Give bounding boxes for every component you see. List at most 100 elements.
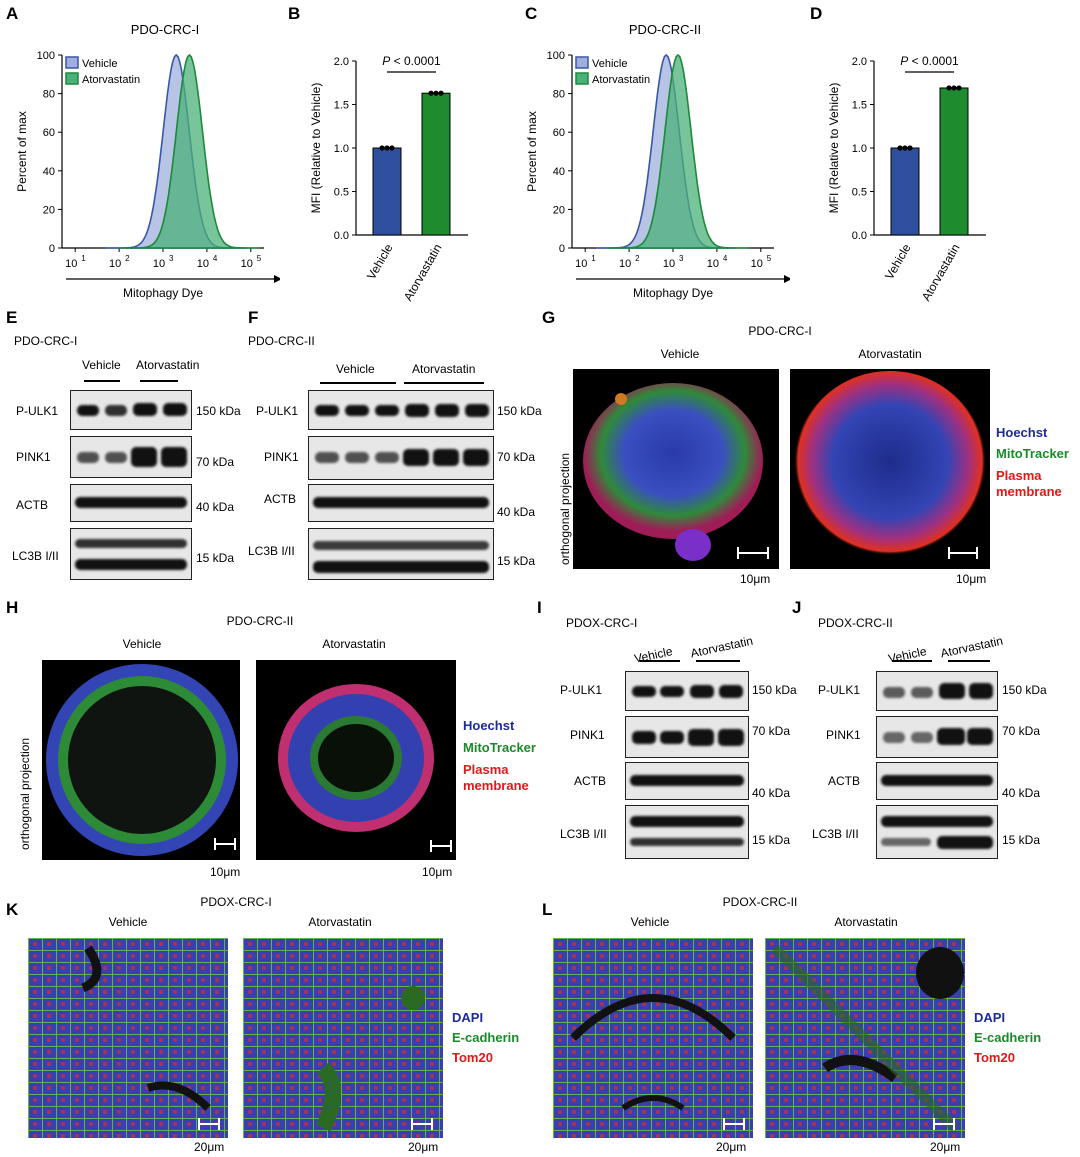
data-point — [379, 145, 385, 151]
legend-hoechst-h: Hoechst — [463, 718, 515, 733]
x-tick-exponent: 1 — [591, 254, 596, 263]
y-tick-label: 100 — [547, 50, 565, 62]
blot-j-actb — [876, 762, 998, 800]
panel-label-g: G — [542, 308, 556, 327]
blot-j-pink1 — [876, 716, 998, 758]
blot-e-actb — [70, 484, 192, 522]
img-k-vehicle-micrograph — [28, 938, 228, 1138]
blot-f-kda-70: 70 kDa — [497, 450, 536, 464]
data-point — [951, 85, 957, 91]
legend-swatch-atorvastatin — [575, 72, 589, 85]
blot-j-row-pulk1: P-ULK1 — [818, 683, 861, 697]
img-l-atorva: Atorvastatin — [834, 915, 898, 929]
blot-e-row-actb: ACTB — [16, 498, 49, 512]
y-tick-label: 2.0 — [852, 56, 867, 68]
flow-histogram-c: 0 20 40 60 80 100 10 1 10 2 10 3 10 4 10 5 Mitophagy Dye… — [525, 50, 790, 300]
blot-j-title: PDOX-CRC-II — [818, 616, 893, 630]
legend-mitotracker-h: MitoTracker — [463, 740, 536, 755]
y-tick-label: 80 — [43, 89, 55, 101]
data-point — [946, 85, 952, 91]
x-axis-label: Mitophagy Dye — [123, 286, 203, 300]
blot-f-vehicle-line — [320, 382, 396, 384]
blot-j-pulk1 — [876, 671, 998, 711]
panel-label-k: K — [6, 900, 19, 919]
blot-e-atorva-line — [140, 380, 178, 382]
legend-plasma-g: Plasma — [996, 468, 1042, 483]
blot-e-row-pulk1: P-ULK1 — [16, 404, 59, 418]
blot-e-vehicle-line — [84, 380, 120, 382]
x-tick-label: 10 — [197, 258, 209, 270]
x-tick-exponent: 3 — [679, 254, 684, 263]
bar-chart-b: 0.0 0.5 1.0 1.5 2.0 MFI (Relative to Vehicle)… — [309, 54, 468, 303]
blot-j-kda-150: 150 kDa — [1002, 683, 1047, 697]
img-h-vehicle-micrograph — [42, 660, 240, 860]
y-tick-label: 0.5 — [334, 187, 349, 199]
data-point — [433, 90, 439, 96]
bar-atorvastatin — [939, 87, 969, 236]
img-g-vehicle: Vehicle — [660, 347, 700, 361]
panel-label-h: H — [6, 598, 19, 617]
legend-tom20-l: Tom20 — [974, 1050, 1015, 1065]
x-tick-label: 10 — [153, 258, 165, 270]
y-tick-label: 1.0 — [334, 143, 349, 155]
img-l-title: PDOX-CRC-II — [722, 895, 798, 909]
img-g-scale-atorva: 10μm — [956, 572, 987, 586]
legend-plasma-h: Plasma — [463, 762, 509, 777]
legend-label-vehicle: Vehicle — [592, 58, 627, 70]
y-tick-label: 20 — [553, 204, 565, 216]
blot-i-actb — [625, 762, 749, 800]
y-tick-label: 20 — [43, 204, 55, 216]
y-tick-label: 1.0 — [852, 143, 867, 155]
y-axis-label: MFI (Relative to Vehicle) — [309, 83, 323, 214]
blot-i-row-lc3b: LC3B I/II — [560, 827, 607, 841]
blot-e-kda-40: 40 kDa — [196, 500, 235, 514]
img-k-scale-atorva: 20μm — [408, 1140, 439, 1154]
blot-j-atorva-line — [948, 660, 990, 662]
y-tick-label: 0 — [559, 243, 565, 255]
data-point — [897, 145, 903, 151]
blot-f-lc3b — [308, 528, 494, 580]
y-tick-label: 0.0 — [334, 230, 349, 242]
img-k-atorva: Atorvastatin — [308, 915, 372, 929]
bar-vehicle — [890, 147, 920, 236]
blot-f-row-lc3b: LC3B I/II — [248, 544, 295, 558]
x-tick-label: 10 — [65, 258, 77, 270]
x-tick-exponent: 3 — [169, 254, 174, 263]
blot-f-atorva-label: Atorvastatin — [412, 362, 476, 376]
blot-e-title: PDO-CRC-I — [14, 334, 78, 348]
legend-swatch-atorvastatin — [65, 72, 79, 85]
x-tick-exponent: 2 — [635, 254, 640, 263]
blot-j-vehicle-label: Vehicle — [886, 644, 928, 666]
img-k-atorva-micrograph — [243, 938, 443, 1138]
blot-i-pulk1 — [625, 671, 749, 711]
blot-i-kda-150: 150 kDa — [752, 683, 797, 697]
bar-vehicle — [372, 147, 402, 236]
blot-f-pulk1 — [308, 390, 494, 430]
x-tick-label: 10 — [663, 258, 675, 270]
x-axis-label: Mitophagy Dye — [633, 286, 713, 300]
legend-label-vehicle: Vehicle — [82, 58, 117, 70]
blot-i-title: PDOX-CRC-I — [566, 616, 638, 630]
blot-e-pink1 — [70, 436, 192, 478]
p-value-annotation: P < 0.0001 — [900, 54, 959, 68]
data-point — [438, 90, 444, 96]
panel-label-j: J — [792, 598, 802, 617]
legend-swatch-vehicle — [65, 56, 79, 69]
panel-label-c: C — [525, 4, 538, 23]
img-g-scale-vehicle: 10μm — [740, 572, 771, 586]
img-l-scale-atorva: 20μm — [930, 1140, 961, 1154]
flow-a-title: PDO-CRC-I — [130, 22, 200, 37]
x-tick-exponent: 4 — [213, 254, 218, 263]
x-tick-exponent: 5 — [257, 254, 262, 263]
blot-e-vehicle-label: Vehicle — [82, 358, 121, 372]
img-h-ortho-label: orthogonal projection — [18, 737, 32, 850]
blot-j-row-actb: ACTB — [828, 774, 861, 788]
y-tick-label: 2.0 — [334, 56, 349, 68]
flow-histogram-a: 0 20 40 60 80 100 10 1 10 2 10 3 10 4 10 5 Mitophagy Dye… — [15, 50, 280, 300]
x-tick-exponent: 5 — [767, 254, 772, 263]
y-axis-label: MFI (Relative to Vehicle) — [827, 83, 841, 214]
panel-label-b: B — [288, 4, 301, 23]
panel-label-l: L — [542, 900, 553, 919]
blot-f-vehicle-label: Vehicle — [336, 362, 375, 376]
blot-i-vehicle-line — [640, 660, 680, 662]
